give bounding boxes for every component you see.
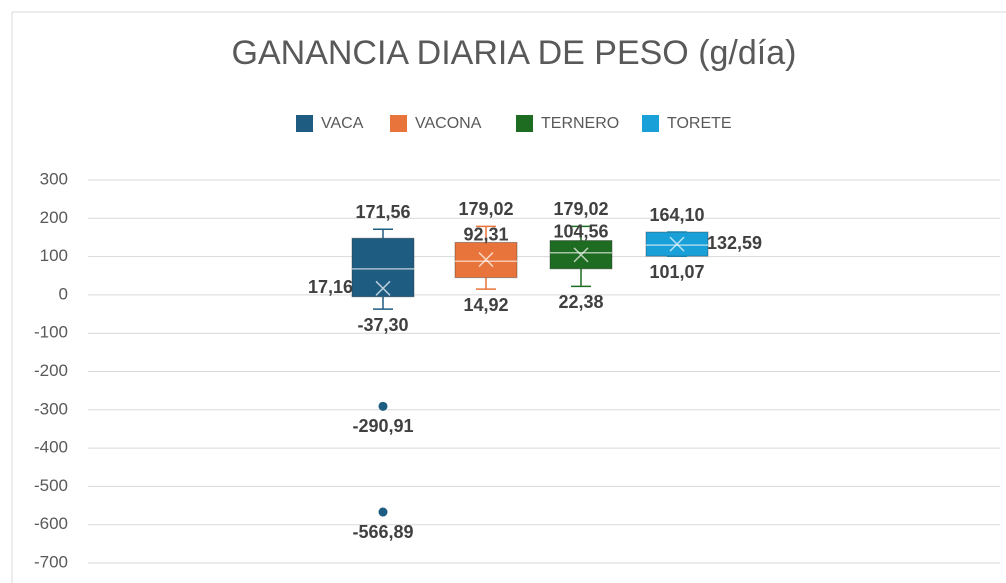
- box: [454, 241, 518, 279]
- y-tick-label: 0: [59, 284, 68, 303]
- chart-frame: [11, 11, 1006, 583]
- y-tick-label: 100: [40, 246, 68, 265]
- data-label: -290,91: [352, 416, 413, 436]
- legend-label: TERNERO: [541, 115, 619, 132]
- legend-label: VACONA: [415, 115, 482, 132]
- data-label: 171,56: [355, 202, 410, 222]
- mean-marker: [573, 247, 589, 263]
- data-label: 104,56: [553, 222, 608, 242]
- mean-marker: [478, 252, 494, 268]
- data-label: 17,16: [308, 277, 353, 297]
- data-label: 14,92: [463, 295, 508, 315]
- y-tick-label: -200: [34, 361, 68, 380]
- data-label: 92,31: [463, 224, 508, 244]
- y-tick-label: -400: [34, 438, 68, 457]
- y-tick-label: -600: [34, 514, 68, 533]
- outlier: [378, 401, 388, 411]
- data-label: 179,02: [553, 199, 608, 219]
- chart-title: GANANCIA DIARIA DE PESO (g/día): [232, 34, 797, 72]
- y-tick-label: -500: [34, 476, 68, 495]
- data-label: -566,89: [352, 522, 413, 542]
- data-label: 22,38: [558, 292, 603, 312]
- legend-swatch: [642, 115, 659, 132]
- mean-marker: [669, 236, 685, 252]
- y-tick-label: 300: [40, 169, 68, 188]
- y-tick-label: 200: [40, 208, 68, 227]
- data-label: 132,59: [707, 233, 762, 253]
- legend-swatch: [516, 115, 533, 132]
- outlier: [378, 507, 388, 517]
- legend-swatch: [296, 115, 313, 132]
- data-label: -37,30: [357, 315, 408, 335]
- data-label: 164,10: [649, 205, 704, 225]
- legend-label: TORETE: [667, 115, 732, 132]
- y-tick-label: -700: [34, 552, 68, 571]
- box: [351, 237, 415, 298]
- data-label: 101,07: [649, 262, 704, 282]
- mean-marker: [375, 280, 391, 296]
- data-label: 179,02: [458, 199, 513, 219]
- legend-label: VACA: [321, 115, 364, 132]
- y-tick-label: -100: [34, 323, 68, 342]
- legend-swatch: [390, 115, 407, 132]
- y-tick-label: -300: [34, 399, 68, 418]
